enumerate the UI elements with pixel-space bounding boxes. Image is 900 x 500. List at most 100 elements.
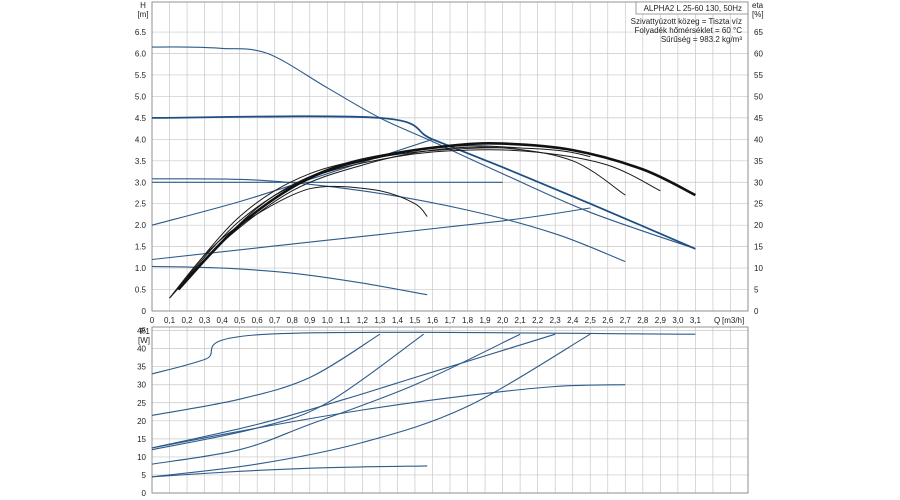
bottom-grid — [151, 327, 749, 494]
power-curves — [151, 331, 696, 478]
eta-curve — [172, 147, 591, 295]
p1-tick-label: 40 — [137, 345, 146, 354]
power-curve — [151, 333, 591, 478]
eta-tick-label: 40 — [754, 135, 763, 144]
power-curve — [151, 333, 425, 451]
annotation-density: Sűrűség = 983.2 kg/m³ — [661, 35, 742, 44]
q-tick-label: 2,3 — [550, 316, 562, 325]
top-grid — [151, 2, 749, 312]
q-tick-label: 0 — [150, 316, 155, 325]
eta-tick-label: 5 — [754, 286, 759, 295]
bottom-plot-frame — [151, 326, 749, 494]
head-curves — [151, 46, 696, 296]
q-axis-ticks: 0 0,1 0,2 0,3 0,4 0,5 0,6 0,7 0,8 0,9 1,0 1,1 1,2 1,3… — [150, 316, 702, 325]
p1-axis-unit: [W] — [138, 336, 150, 345]
q-tick-label: 0,8 — [287, 316, 299, 325]
power-chart: 0 5 10 15 20 25 30 35 40 45 P1 [W] — [137, 326, 749, 498]
p1-axis-ticks: 0 5 10 15 20 25 30 35 40 45 — [137, 327, 146, 498]
q-tick-label: 1,8 — [462, 316, 474, 325]
eta-tick-label: 0 — [754, 307, 759, 316]
p1-axis-label: P1 — [140, 327, 150, 336]
h-tick-label: 3.0 — [135, 178, 147, 187]
q-tick-label: 1,7 — [444, 316, 456, 325]
p1-tick-label: 45 — [137, 327, 146, 336]
eta-tick-label: 55 — [754, 71, 763, 80]
q-tick-label: 1,2 — [357, 316, 369, 325]
h-tick-label: 6.0 — [135, 50, 147, 59]
eta-curve-best — [177, 142, 696, 291]
q-tick-label: 0,2 — [181, 316, 193, 325]
head-curve — [151, 207, 591, 261]
q-tick-label: 1,1 — [339, 316, 351, 325]
p1-tick-label: 10 — [137, 453, 146, 462]
eta-curve — [169, 185, 428, 299]
p1-tick-label: 20 — [137, 417, 146, 426]
q-tick-label: 1,0 — [322, 316, 334, 325]
q-tick-label: 1,4 — [392, 316, 404, 325]
q-tick-label: 2,2 — [532, 316, 544, 325]
eta-axis-unit: [%] — [752, 10, 764, 19]
eta-tick-label: 10 — [754, 264, 763, 273]
q-tick-label: 2,1 — [515, 316, 527, 325]
q-tick-label: 1,3 — [374, 316, 386, 325]
eta-tick-label: 30 — [754, 178, 763, 187]
p1-tick-label: 5 — [142, 471, 147, 480]
q-tick-label: 0,4 — [217, 316, 229, 325]
power-curve — [151, 331, 696, 375]
h-axis-ticks: 0 0.5 1.0 1.5 2.0 2.5 3.0 3.5 4.0 4.5 5.0 5.5 6.0 6.5 — [135, 28, 147, 316]
p1-tick-label: 15 — [137, 435, 146, 444]
q-tick-label: 2,6 — [602, 316, 614, 325]
head-curve — [151, 178, 626, 263]
h-tick-label: 0.5 — [135, 286, 147, 295]
eta-axis-label: eta — [752, 1, 764, 10]
head-efficiency-chart: 0 0.5 1.0 1.5 2.0 2.5 3.0 3.5 4.0 4.5 5.0 5.5 6.0 6.5… — [135, 1, 764, 325]
eta-tick-label: 25 — [754, 200, 763, 209]
q-tick-label: 0,3 — [199, 316, 211, 325]
power-curve — [151, 333, 381, 416]
h-tick-label: 0 — [142, 307, 147, 316]
eta-axis-ticks: 0 5 10 15 20 25 30 35 40 45 50 55 60 65 — [754, 28, 763, 316]
q-tick-label: 2,9 — [655, 316, 667, 325]
h-tick-label: 4.0 — [135, 135, 147, 144]
eta-tick-label: 50 — [754, 92, 763, 101]
q-tick-label: 3,0 — [672, 316, 684, 325]
h-axis-unit: [m] — [137, 10, 148, 19]
q-tick-label: 1,9 — [479, 316, 491, 325]
chart-title: ALPHA2 L 25-60 130, 50Hz — [644, 4, 742, 13]
h-axis-label: H — [140, 1, 146, 10]
top-plot-frame — [151, 1, 749, 312]
h-tick-label: 5.5 — [135, 71, 147, 80]
annotation-temperature: Folyadék hőmérséklet = 60 °C — [635, 26, 743, 35]
power-curve — [151, 333, 521, 465]
eta-curve — [172, 149, 661, 295]
h-tick-label: 1.0 — [135, 264, 147, 273]
head-curve — [151, 46, 696, 250]
p1-tick-label: 0 — [142, 489, 147, 498]
q-tick-label: 2,8 — [637, 316, 649, 325]
eta-tick-label: 15 — [754, 243, 763, 252]
eta-tick-label: 60 — [754, 50, 763, 59]
q-tick-label: 0,6 — [252, 316, 264, 325]
h-tick-label: 6.5 — [135, 28, 147, 37]
q-axis-unit: [m3/h] — [722, 316, 744, 325]
eta-tick-label: 65 — [754, 28, 763, 37]
h-tick-label: 3.5 — [135, 157, 147, 166]
q-tick-label: 2,5 — [585, 316, 597, 325]
q-tick-label: 2,7 — [620, 316, 632, 325]
q-tick-label: 0,7 — [269, 316, 281, 325]
h-tick-label: 4.5 — [135, 114, 147, 123]
q-tick-label: 0,9 — [304, 316, 316, 325]
h-tick-label: 2.0 — [135, 221, 147, 230]
annotation-medium: Szivattyúzott közeg = Tiszta víz — [631, 17, 742, 26]
power-curve — [151, 333, 556, 449]
q-tick-label: 2,4 — [567, 316, 579, 325]
h-tick-label: 1.5 — [135, 243, 147, 252]
q-tick-label: 3,1 — [690, 316, 702, 325]
eta-tick-label: 20 — [754, 221, 763, 230]
h-tick-label: 5.0 — [135, 92, 147, 101]
p1-tick-label: 25 — [137, 399, 146, 408]
eta-tick-label: 35 — [754, 157, 763, 166]
q-tick-label: 0,5 — [234, 316, 246, 325]
power-curve — [151, 465, 428, 478]
